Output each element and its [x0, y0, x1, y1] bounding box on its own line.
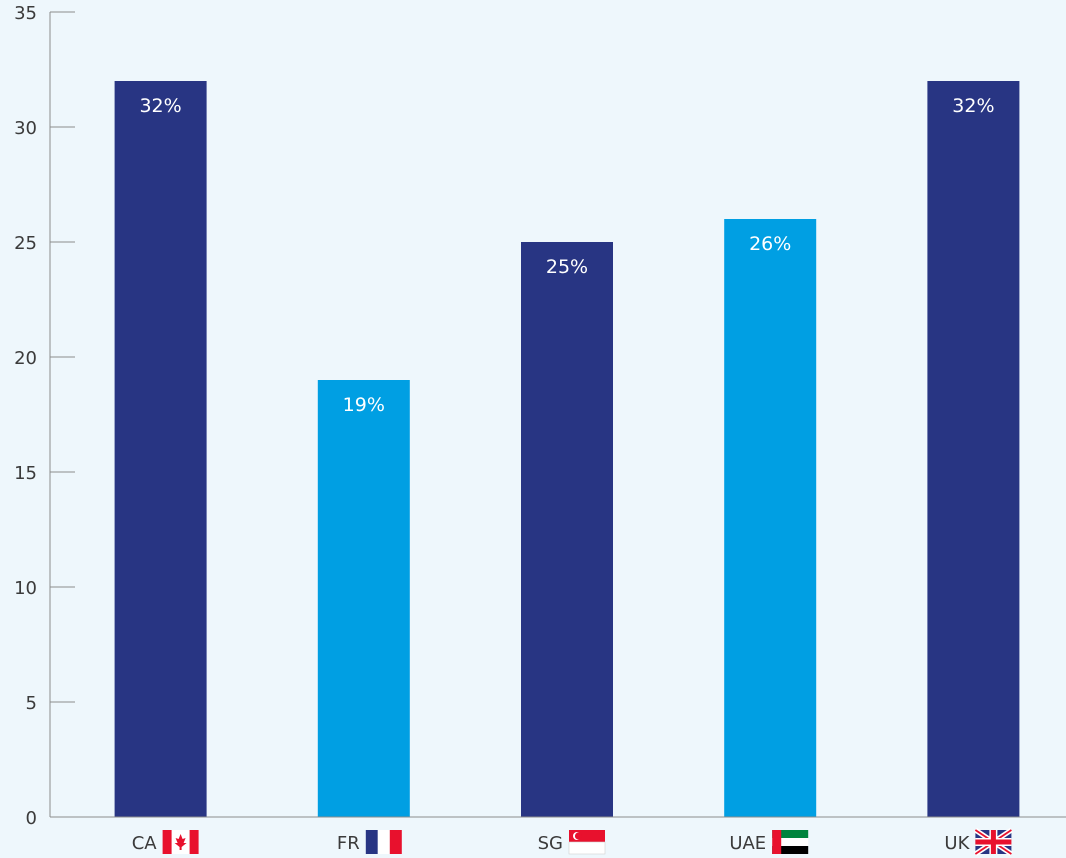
uae-flag-icon: [772, 830, 809, 854]
x-category-label: UAE: [729, 833, 766, 854]
y-tick-label: 15: [14, 463, 37, 484]
x-axis: CA FR SG UAE UK: [50, 816, 1066, 857]
bar-value-label: 19%: [343, 394, 385, 416]
singapore-flag-icon: [568, 830, 606, 855]
france-flag-icon: [365, 830, 402, 854]
bar-value-label: 25%: [546, 256, 588, 278]
bars: 32% 19% 25% 26% 32%: [114, 81, 1020, 817]
bar: [317, 380, 410, 817]
bar: [114, 81, 207, 817]
bar-value-label: 32%: [952, 95, 994, 117]
bar-value-label: 26%: [749, 233, 791, 255]
y-tick-label: 5: [26, 693, 37, 714]
x-category-label: UK: [944, 833, 970, 854]
y-tick-label: 20: [14, 348, 37, 369]
x-category-label: CA: [132, 833, 158, 854]
y-tick-label: 35: [14, 3, 37, 24]
bar-value-label: 32%: [139, 95, 181, 117]
y-tick-label: 30: [14, 118, 37, 139]
bar: [724, 219, 817, 817]
y-tick-label: 25: [14, 233, 37, 254]
bar: [521, 242, 613, 817]
y-tick-label: 10: [14, 578, 37, 599]
y-axis: 0 5 10 15 20 25 30 35: [14, 3, 75, 829]
uk-flag-icon: [974, 827, 1013, 857]
canada-flag-icon: [162, 830, 199, 854]
x-category-label: SG: [538, 833, 563, 854]
y-tick-label: 0: [26, 808, 37, 829]
x-category-label: FR: [337, 833, 360, 854]
bar: [927, 81, 1020, 817]
